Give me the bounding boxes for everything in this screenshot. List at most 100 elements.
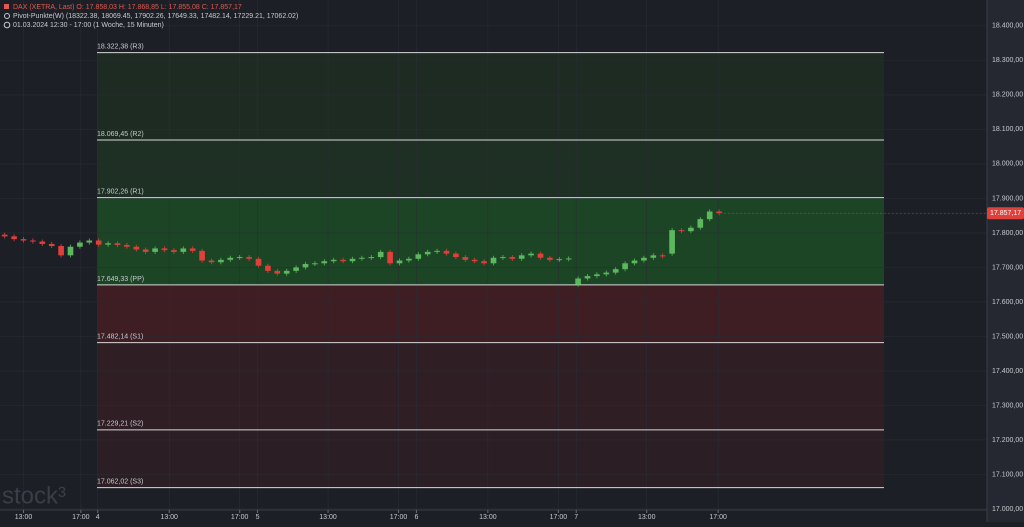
- candle-body: [481, 261, 487, 264]
- y-tick-label: 17.600,00: [992, 299, 1023, 306]
- candle-body: [105, 243, 111, 245]
- candle-body: [48, 243, 55, 247]
- icon: [4, 13, 10, 19]
- candle-body: [330, 259, 337, 262]
- x-tick-label: 17:00: [72, 514, 90, 521]
- watermark: stock³: [2, 482, 66, 509]
- pivot-zone: [97, 284, 884, 343]
- candle-body: [377, 251, 384, 258]
- pivot-zone: [97, 139, 884, 198]
- candle-body: [312, 263, 318, 265]
- candle-body: [302, 263, 309, 268]
- y-tick-label: 17.900,00: [992, 195, 1023, 202]
- candle-body: [236, 257, 243, 259]
- x-tick-label: 13:00: [638, 514, 656, 521]
- candle-body: [218, 259, 224, 263]
- candle-body: [462, 257, 469, 260]
- price-axis: [987, 0, 1024, 522]
- candle-body: [77, 242, 83, 247]
- candle-body: [265, 265, 271, 271]
- y-tick-label: 17.400,00: [992, 368, 1023, 375]
- candle-body: [471, 259, 478, 262]
- y-tick-label: 17.200,00: [992, 437, 1023, 444]
- candle-body: [641, 257, 647, 261]
- candle-body: [688, 227, 694, 232]
- candle-body: [650, 255, 657, 258]
- y-tick-label: 18.300,00: [992, 57, 1023, 64]
- candle-body: [424, 251, 431, 255]
- candle-body: [518, 255, 525, 259]
- candle-body: [142, 249, 149, 252]
- candle-body: [39, 241, 46, 244]
- candle-body: [509, 257, 516, 259]
- candle-body: [453, 253, 459, 258]
- candle-body: [124, 244, 130, 247]
- candle-body: [180, 248, 187, 252]
- candle-body: [500, 257, 506, 259]
- candle-body: [58, 246, 64, 256]
- candle-body: [537, 253, 544, 258]
- candle-body: [716, 211, 722, 214]
- x-tick-label: 6: [414, 514, 418, 521]
- candle-body: [349, 258, 356, 262]
- candle-body: [556, 259, 563, 261]
- candle-body: [490, 257, 497, 264]
- pivot-label: 18.069,45 (R2): [97, 131, 144, 138]
- candle-body: [133, 246, 140, 250]
- x-tick-label: 13:00: [319, 514, 337, 521]
- candle-body: [697, 219, 704, 228]
- y-tick-label: 17.300,00: [992, 402, 1023, 409]
- candle-body: [443, 250, 450, 254]
- candle-body: [321, 261, 328, 264]
- candle-body: [678, 230, 685, 232]
- pivot-zone: [97, 52, 884, 140]
- y-tick-label: 17.000,00: [992, 506, 1023, 513]
- y-tick-label: 18.000,00: [992, 161, 1023, 168]
- candle-body: [95, 240, 102, 245]
- candle-body: [368, 257, 375, 259]
- x-tick-label: 17:00: [390, 514, 408, 521]
- x-tick-label: 17:00: [231, 514, 249, 521]
- candle-body: [631, 260, 638, 264]
- candle-body: [283, 270, 290, 274]
- pivot-zone: [97, 429, 884, 488]
- candle-body: [227, 257, 234, 260]
- x-tick-label: 13:00: [160, 514, 178, 521]
- candle-body: [255, 258, 262, 266]
- candle-body: [189, 248, 196, 251]
- candle-body: [547, 257, 553, 260]
- y-tick-label: 18.100,00: [992, 126, 1023, 133]
- x-tick-label: 4: [96, 514, 100, 521]
- icon: [4, 4, 9, 9]
- candle-body: [603, 272, 610, 275]
- x-tick-label: 17:00: [550, 514, 568, 521]
- x-tick-label: 17:00: [709, 514, 727, 521]
- candle-body: [575, 278, 581, 285]
- candle-body: [246, 257, 252, 259]
- header-line: Pivot-Punkte(W) (18322.38, 18069.45, 179…: [13, 13, 298, 20]
- y-tick-label: 17.700,00: [992, 264, 1023, 271]
- candle-body: [406, 258, 412, 261]
- candle-body: [161, 248, 168, 251]
- candle-body: [30, 240, 36, 242]
- candle-body: [387, 251, 393, 264]
- candle-body: [659, 255, 666, 257]
- pivot-zone: [97, 197, 884, 285]
- candle-body: [171, 250, 177, 252]
- x-tick-label: 5: [256, 514, 260, 521]
- y-tick-label: 18.200,00: [992, 92, 1023, 99]
- pivot-label: 17.062,02 (S3): [97, 478, 143, 485]
- header-line: 01.03.2024 12:30 - 17:00 (1 Woche, 15 Mi…: [13, 22, 164, 29]
- x-tick-label: 13:00: [15, 514, 33, 521]
- icon: [3, 21, 11, 29]
- pivot-label: 17.649,33 (PP): [97, 276, 144, 283]
- pivot-label: 17.902,26 (R1): [97, 188, 144, 195]
- y-tick-label: 17.500,00: [992, 333, 1023, 340]
- pivot-label: 18.322,38 (R3): [97, 44, 144, 51]
- y-tick-label: 17.100,00: [992, 471, 1023, 478]
- candle-body: [396, 260, 403, 264]
- candle-body: [152, 248, 158, 252]
- x-tick-label: 13:00: [479, 514, 497, 521]
- candle-body: [274, 270, 281, 274]
